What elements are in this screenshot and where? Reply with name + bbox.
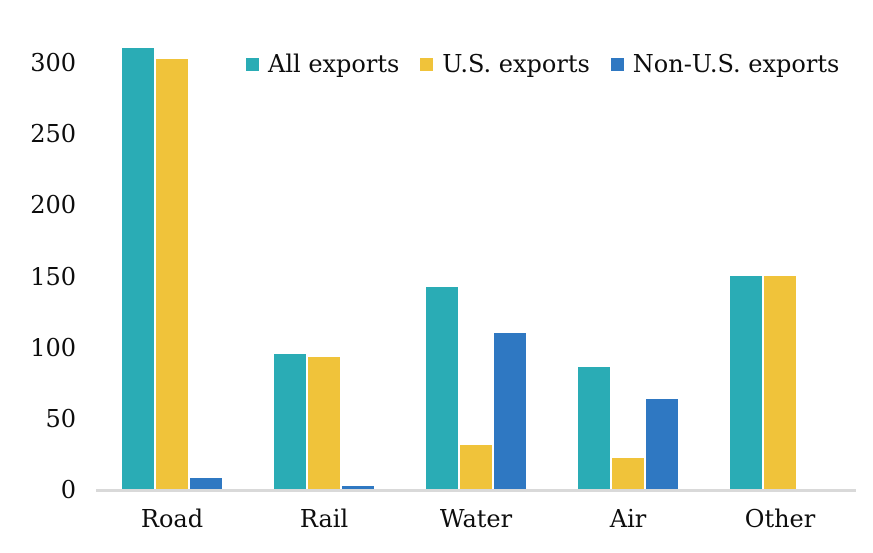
- bar-other-all-exports: [730, 275, 762, 489]
- y-tick-label-0: 0: [60, 476, 76, 504]
- legend-label-non-u-s-exports: Non-U.S. exports: [632, 50, 840, 78]
- legend-item-u-s-exports: U.S. exports: [420, 50, 590, 78]
- bar-air-all-exports: [578, 366, 610, 489]
- legend: All exports U.S. exports Non-U.S. exports: [246, 50, 839, 78]
- bar-water-u-s-exports: [460, 444, 492, 489]
- y-tick-label-300: 300: [30, 49, 76, 78]
- bar-other-u-s-exports: [764, 275, 796, 489]
- x-axis-label-air: Air: [609, 505, 647, 533]
- bar-air-u-s-exports: [612, 457, 644, 489]
- legend-item-all-exports: All exports: [246, 50, 399, 78]
- legend-swatch-u-s-exports: [420, 57, 434, 71]
- bar-water-non-u-s-exports: [494, 332, 526, 489]
- bar-rail-u-s-exports: [308, 356, 340, 489]
- x-axis-label-road: Road: [140, 505, 204, 533]
- y-tick-label-250: 250: [30, 120, 76, 149]
- legend-item-non-u-s-exports: Non-U.S. exports: [610, 50, 840, 78]
- bar-road-non-u-s-exports: [190, 477, 222, 489]
- x-axis-label-rail: Rail: [299, 505, 349, 533]
- y-tick-label-200: 200: [30, 191, 76, 220]
- legend-label-all-exports: All exports: [268, 50, 400, 78]
- y-tick-label-100: 100: [30, 333, 76, 362]
- y-tick-label-50: 50: [45, 404, 76, 433]
- x-axis-label-other: Other: [744, 505, 816, 533]
- legend-label-u-s-exports: U.S. exports: [442, 50, 590, 78]
- bar-water-all-exports: [426, 286, 458, 489]
- legend-swatch-non-u-s-exports: [610, 57, 624, 71]
- bar-rail-non-u-s-exports: [342, 486, 374, 489]
- y-tick-label-150: 150: [30, 262, 76, 291]
- bar-rail-all-exports: [274, 353, 306, 489]
- legend-swatch-all-exports: [246, 57, 259, 71]
- bar-air-non-u-s-exports: [646, 399, 678, 489]
- x-axis-line: [96, 489, 856, 492]
- x-axis-label-water: Water: [439, 505, 513, 533]
- bar-road-u-s-exports: [156, 59, 188, 489]
- bar-road-all-exports: [122, 47, 154, 489]
